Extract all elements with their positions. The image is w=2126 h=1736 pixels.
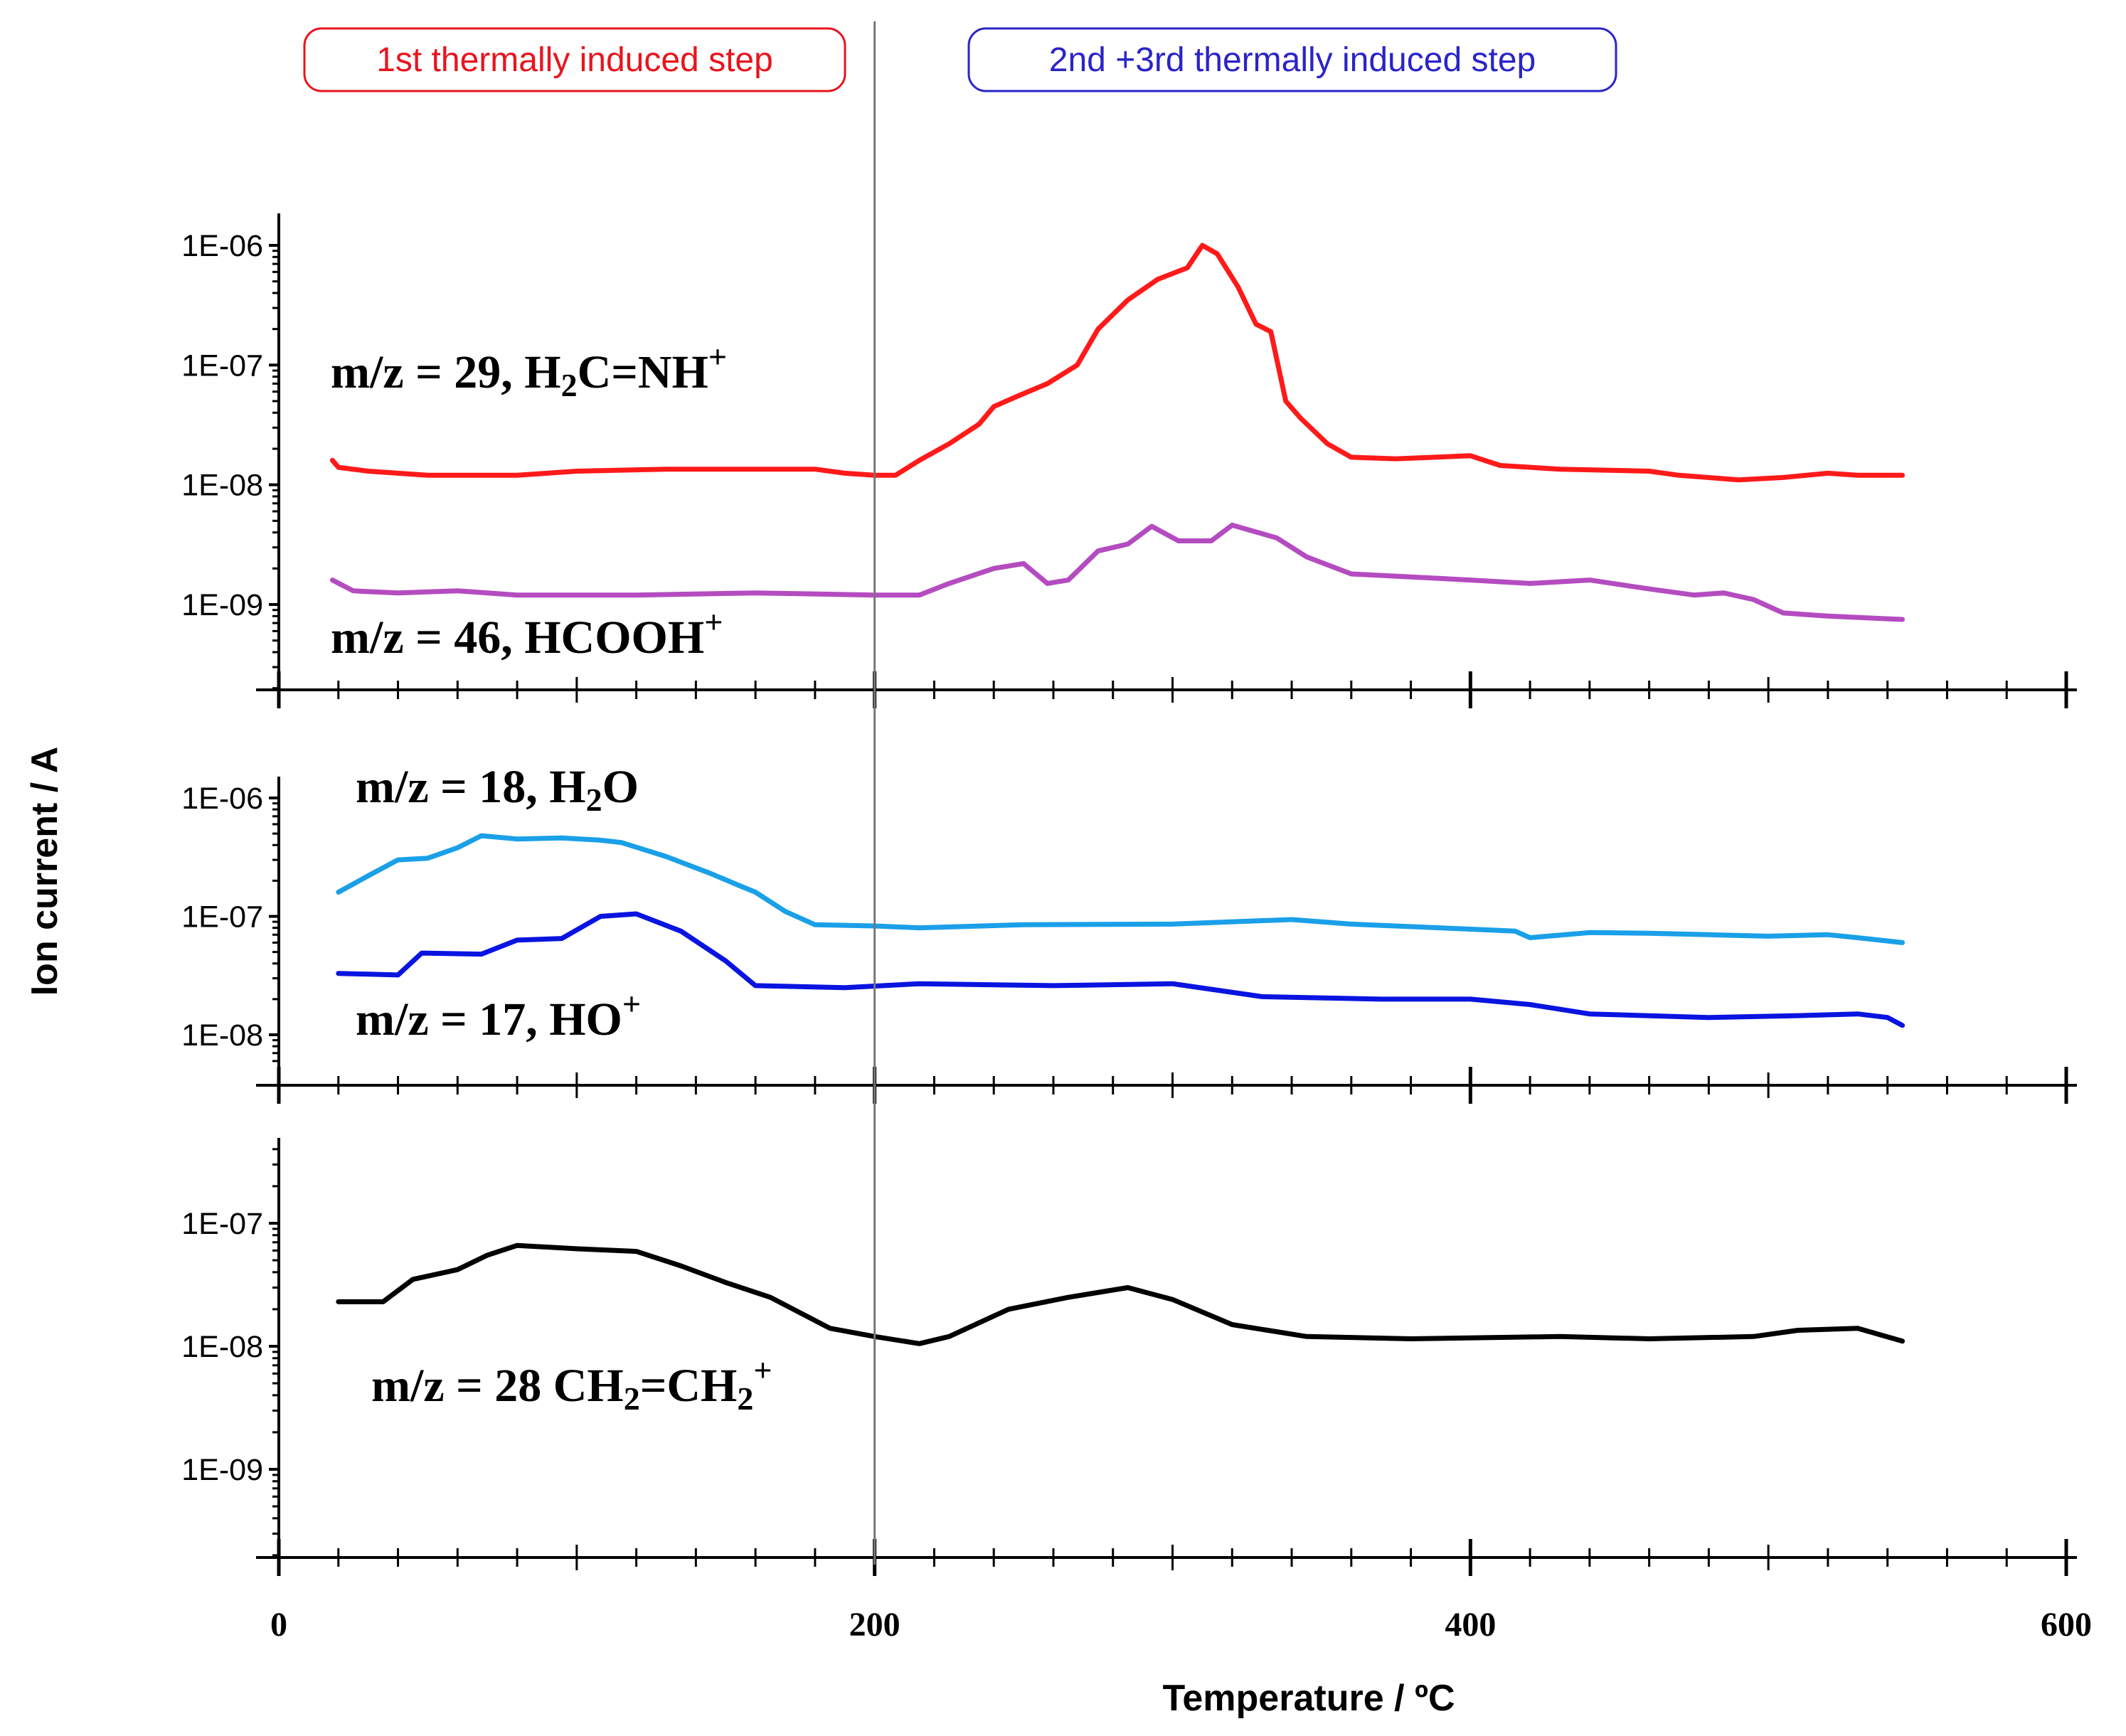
label-mz18: m/z = 18, H2O (356, 761, 639, 818)
step-annotations: 1st thermally induced step 2nd +3rd ther… (303, 27, 1617, 92)
y-tick-label-middle: 1E-07 (181, 900, 263, 934)
series-line-mz17 (336, 911, 1906, 1028)
label-mz17: m/z = 17, HO+ (356, 986, 641, 1045)
x-tick-label: 600 (2041, 1606, 2092, 1644)
x-tick-label: 0 (270, 1606, 287, 1644)
label-mz29: m/z = 29, H2C=NH+ (331, 339, 727, 403)
series-layer (329, 243, 1906, 1346)
y-tick-label-bottom: 1E-09 (181, 1453, 263, 1487)
step2-label: 2nd +3rd thermally induced step (1049, 41, 1536, 79)
y-tick-label-bottom: 1E-07 (181, 1207, 263, 1241)
y-tick-label-top: 1E-06 (181, 229, 263, 263)
series-line-mz18 (336, 833, 1906, 945)
x-tick-label: 400 (1445, 1606, 1496, 1644)
axes-layer: 1E-06 1E-07 1E-08 1E-09 1E-06 1E-07 1E-08 1E-07… (181, 213, 2092, 1644)
y-axis-title: Ion current / A (24, 747, 65, 996)
series-line-mz46 (329, 522, 1906, 622)
series-line-mz28 (336, 1242, 1906, 1346)
label-mz28: m/z = 28 CH2=CH2+ (371, 1352, 772, 1417)
y-tick-label-middle: 1E-06 (181, 782, 263, 816)
step2-box (967, 27, 1617, 92)
y-tick-label-bottom: 1E-08 (181, 1330, 263, 1364)
x-tick-label: 200 (849, 1606, 900, 1644)
series-line-mz29 (329, 243, 1906, 483)
y-tick-label-top: 1E-09 (181, 588, 263, 622)
y-tick-label-top: 1E-07 (181, 348, 263, 383)
label-mz46: m/z = 46, HCOOH+ (331, 604, 723, 664)
step1-label: 1st thermally induced step (376, 41, 773, 79)
step1-box (303, 27, 846, 92)
x-axis-title: Temperature / ºC (1162, 1678, 1455, 1719)
y-tick-label-top: 1E-08 (181, 469, 263, 503)
y-tick-label-middle: 1E-08 (181, 1018, 263, 1053)
